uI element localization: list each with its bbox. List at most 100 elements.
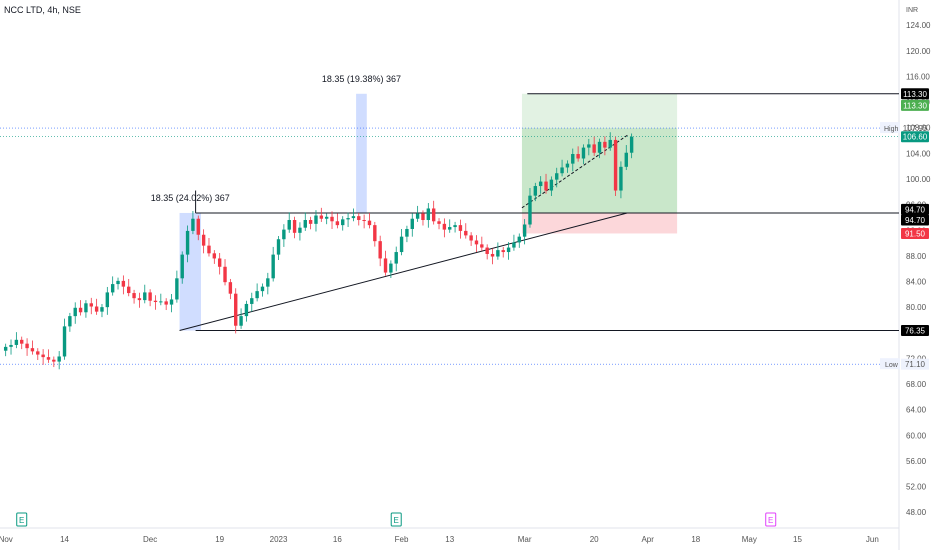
x-tick-label: Nov: [0, 535, 13, 544]
candle-body: [41, 354, 45, 358]
candle-body: [298, 227, 302, 233]
candle-body: [62, 326, 67, 357]
candle-body: [73, 307, 77, 317]
y-tick-label: 88.00: [906, 252, 927, 261]
candle-body: [84, 303, 88, 313]
candle-body: [207, 245, 211, 254]
low-value-bg: [901, 358, 929, 370]
range-box-1[interactable]: [356, 93, 367, 213]
candle-body: [159, 301, 163, 303]
x-tick-label: Apr: [641, 535, 654, 544]
candle-body: [464, 230, 468, 236]
x-tick-label: Feb: [395, 535, 409, 544]
candle-body: [228, 282, 233, 294]
candle-body: [581, 147, 586, 159]
candle-body: [496, 250, 500, 257]
price-tag: [901, 99, 929, 111]
candle-body: [341, 219, 345, 226]
channel-trendline[interactable]: [521, 133, 630, 209]
price-tag: [901, 227, 929, 239]
candle-body: [330, 216, 334, 222]
candle-body: [121, 280, 126, 287]
candle-body: [506, 247, 511, 253]
candle-body: [357, 216, 361, 221]
candle-body: [437, 221, 441, 224]
candle-body: [324, 216, 329, 219]
candle-body: [426, 208, 431, 221]
candle-body: [394, 252, 398, 264]
price-tag-label: 94.70: [905, 216, 926, 225]
candle-body: [533, 186, 538, 196]
candle-body: [239, 316, 243, 326]
price-tag-label: 94.70: [905, 205, 926, 214]
candle-body: [9, 344, 13, 347]
candle-body: [389, 263, 393, 273]
candle-body: [613, 139, 618, 191]
candle-body: [212, 253, 217, 259]
candle-body: [442, 223, 447, 230]
candle-body: [549, 179, 554, 191]
candle-body: [629, 136, 634, 153]
candle-body: [560, 167, 564, 174]
x-tick-label: Jun: [866, 535, 879, 544]
candle-body: [132, 293, 136, 299]
candle-body: [94, 306, 99, 312]
x-tick-label: 18: [691, 535, 700, 544]
x-tick-label: 14: [60, 535, 69, 544]
candle-body: [255, 291, 259, 299]
y-tick-label: 48.00: [906, 508, 927, 517]
candle-body: [619, 166, 623, 191]
chart-title: NCC LTD, 4h, NSE: [4, 5, 81, 15]
candle-body: [538, 181, 543, 187]
candle-body: [485, 247, 489, 254]
earnings-marker[interactable]: [390, 512, 402, 527]
candle-body: [287, 220, 291, 230]
candle-body: [143, 292, 147, 301]
x-tick-label: Mar: [518, 535, 532, 544]
candle-body: [624, 152, 628, 167]
candle-body: [410, 218, 414, 229]
candle-body: [592, 144, 596, 153]
candle-body: [378, 241, 382, 259]
candle-body: [490, 253, 495, 257]
candle-body: [597, 141, 602, 153]
candle-body: [68, 316, 72, 327]
price-tag-label: 106.60: [903, 133, 928, 142]
candle-body: [127, 286, 131, 294]
candle-body: [164, 301, 168, 305]
price-tag-label: 76.35: [905, 327, 926, 336]
y-tick-label: 60.00: [906, 431, 927, 440]
candle-body: [303, 220, 307, 228]
candle-body: [608, 139, 612, 148]
candle-body: [105, 292, 110, 308]
y-tick-label: 56.00: [906, 457, 927, 466]
y-tick-label: 100.00: [906, 175, 931, 184]
candle-body: [351, 216, 356, 219]
candle-body: [565, 163, 570, 168]
candle-body: [448, 227, 452, 230]
candle-body: [223, 266, 227, 283]
y-tick-label: 116.00: [906, 72, 930, 81]
low-value: 71.10: [905, 360, 926, 369]
range-box-0[interactable]: [179, 212, 201, 331]
candle-body: [271, 254, 275, 279]
x-tick-label: 19: [215, 535, 224, 544]
earnings-marker[interactable]: [16, 512, 28, 527]
price-tag-label: 91.50: [905, 229, 926, 238]
x-tick-label: 2023: [270, 535, 288, 544]
y-tick-label: 52.00: [906, 483, 927, 492]
high-label-bg: [880, 122, 900, 134]
candle-body: [282, 229, 286, 240]
candle-body: [373, 225, 377, 242]
candle-body: [469, 235, 473, 241]
earnings-marker-label: E: [394, 516, 399, 525]
candle-body: [512, 242, 516, 248]
candle-body: [3, 346, 8, 351]
price-tag: [901, 203, 929, 215]
range-label-1: 18.35 (19.38%) 367: [322, 74, 401, 84]
ascending-trendline[interactable]: [179, 212, 628, 332]
earnings-marker[interactable]: [765, 512, 777, 527]
target-zone: [521, 93, 678, 129]
